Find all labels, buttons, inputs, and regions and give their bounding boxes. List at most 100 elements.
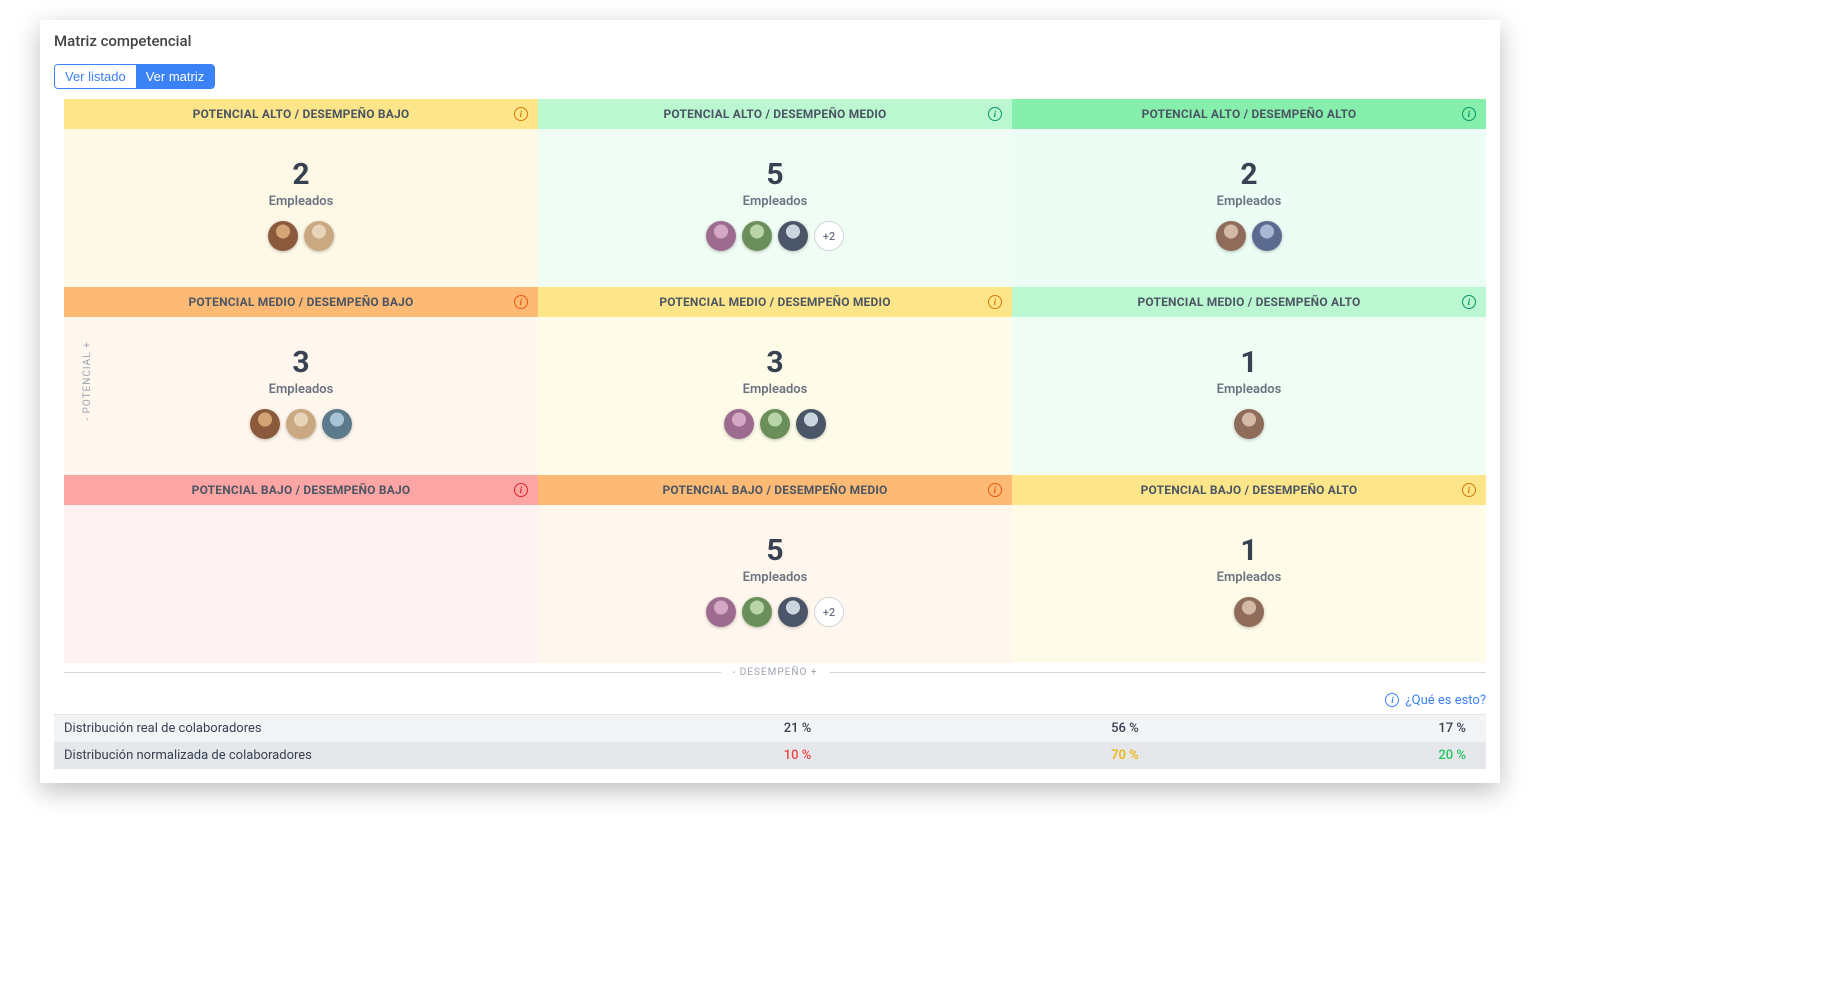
avatar[interactable] xyxy=(1216,221,1246,251)
dist-norm-col3: 20 % xyxy=(1149,748,1476,763)
avatar[interactable] xyxy=(742,221,772,251)
employee-count: 5 xyxy=(766,533,783,568)
employee-count: 2 xyxy=(1240,157,1257,192)
cell-body: 3 Empleados xyxy=(538,317,1012,475)
dist-real-label: Distribución real de colaboradores xyxy=(64,721,494,736)
info-icon[interactable]: i xyxy=(1462,295,1476,309)
cell-body: 5 Empleados +2 xyxy=(538,129,1012,287)
avatar-group xyxy=(268,221,334,251)
more-avatars-badge[interactable]: +2 xyxy=(814,597,844,627)
cell-body: 1 Empleados xyxy=(1012,317,1486,475)
employees-label: Empleados xyxy=(1217,194,1282,209)
avatar[interactable] xyxy=(706,597,736,627)
cell-body: 2 Empleados xyxy=(64,129,538,287)
employees-label: Empleados xyxy=(743,570,808,585)
help-link-label: ¿Qué es esto? xyxy=(1405,693,1486,708)
nine-box-matrix: POTENCIAL ALTO / DESEMPEÑO BAJOi 2 Emplead… xyxy=(64,99,1486,663)
avatar-group xyxy=(1216,221,1282,251)
avatar[interactable] xyxy=(1252,221,1282,251)
tab-ver-listado[interactable]: Ver listado xyxy=(55,65,136,88)
matrix-cell[interactable]: POTENCIAL ALTO / DESEMPEÑO ALTOi 2 Emplead… xyxy=(1012,99,1486,287)
avatar[interactable] xyxy=(778,597,808,627)
avatar[interactable] xyxy=(760,409,790,439)
matrix-cell[interactable]: POTENCIAL MEDIO / DESEMPEÑO ALTOi 1 Emplea… xyxy=(1012,287,1486,475)
matrix-cell[interactable]: POTENCIAL BAJO / DESEMPEÑO BAJOi xyxy=(64,475,538,663)
employee-count: 5 xyxy=(766,157,783,192)
x-axis: - DESEMPEÑO + xyxy=(54,667,1486,678)
dist-norm-label: Distribución normalizada de colaboradore… xyxy=(64,748,494,763)
x-axis-label: - DESEMPEÑO + xyxy=(721,667,830,678)
dist-norm-col2: 70 % xyxy=(821,748,1148,763)
dist-real-col2: 56 % xyxy=(821,721,1148,736)
help-link[interactable]: i ¿Qué es esto? xyxy=(1385,693,1486,708)
cell-body: 2 Empleados xyxy=(1012,129,1486,287)
employee-count: 1 xyxy=(1240,345,1257,380)
employee-count: 3 xyxy=(292,345,309,380)
matrix-cell[interactable]: POTENCIAL ALTO / DESEMPEÑO MEDIOi 5 Emplea… xyxy=(538,99,1012,287)
info-icon[interactable]: i xyxy=(988,483,1002,497)
cell-header: POTENCIAL MEDIO / DESEMPEÑO MEDIOi xyxy=(538,287,1012,317)
more-avatars-badge[interactable]: +2 xyxy=(814,221,844,251)
avatar[interactable] xyxy=(706,221,736,251)
info-icon[interactable]: i xyxy=(988,107,1002,121)
avatar-group xyxy=(250,409,352,439)
cell-body: 1 Empleados xyxy=(1012,505,1486,663)
cell-header: POTENCIAL MEDIO / DESEMPEÑO ALTOi xyxy=(1012,287,1486,317)
info-icon[interactable]: i xyxy=(514,295,528,309)
dist-real-col1: 21 % xyxy=(494,721,821,736)
matrix-cell[interactable]: POTENCIAL MEDIO / DESEMPEÑO BAJOi3Emplea… xyxy=(64,287,538,475)
matrix-cell[interactable]: POTENCIAL MEDIO / DESEMPEÑO MEDIOi 3 Emple… xyxy=(538,287,1012,475)
cell-header: POTENCIAL MEDIO / DESEMPEÑO BAJOi xyxy=(64,287,538,317)
cell-header: POTENCIAL BAJO / DESEMPEÑO BAJOi xyxy=(64,475,538,505)
cell-header: POTENCIAL BAJO / DESEMPEÑO ALTOi xyxy=(1012,475,1486,505)
avatar[interactable] xyxy=(1234,597,1264,627)
employees-label: Empleados xyxy=(743,194,808,209)
distribution-table: Distribución real de colaboradores 21 % … xyxy=(54,714,1486,769)
cell-header: POTENCIAL ALTO / DESEMPEÑO MEDIOi xyxy=(538,99,1012,129)
avatar[interactable] xyxy=(778,221,808,251)
employees-label: Empleados xyxy=(1217,570,1282,585)
matrix-cell[interactable]: POTENCIAL BAJO / DESEMPEÑO MEDIOi 5 Emplea… xyxy=(538,475,1012,663)
cell-body: 5 Empleados +2 xyxy=(538,505,1012,663)
cell-header: POTENCIAL BAJO / DESEMPEÑO MEDIOi xyxy=(538,475,1012,505)
page-title: Matriz competencial xyxy=(54,32,1486,50)
avatar-group xyxy=(1234,409,1264,439)
matrix-cell[interactable]: POTENCIAL ALTO / DESEMPEÑO BAJOi 2 Emplead… xyxy=(64,99,538,287)
dist-norm-col1: 10 % xyxy=(494,748,821,763)
avatar[interactable] xyxy=(304,221,334,251)
cell-header: POTENCIAL ALTO / DESEMPEÑO BAJOi xyxy=(64,99,538,129)
avatar[interactable] xyxy=(1234,409,1264,439)
info-icon[interactable]: i xyxy=(514,483,528,497)
avatar-group: +2 xyxy=(706,221,844,251)
avatar[interactable] xyxy=(796,409,826,439)
avatar-group: +2 xyxy=(706,597,844,627)
cell-body xyxy=(64,505,538,663)
employee-count: 2 xyxy=(292,157,309,192)
avatar[interactable] xyxy=(322,409,352,439)
employee-count: 3 xyxy=(766,345,783,380)
matrix-cell[interactable]: POTENCIAL BAJO / DESEMPEÑO ALTOi 1 Emplead… xyxy=(1012,475,1486,663)
avatar[interactable] xyxy=(268,221,298,251)
info-icon[interactable]: i xyxy=(514,107,528,121)
employees-label: Empleados xyxy=(1217,382,1282,397)
info-icon: i xyxy=(1385,693,1399,707)
dist-row-real: Distribución real de colaboradores 21 % … xyxy=(54,715,1486,742)
info-icon[interactable]: i xyxy=(988,295,1002,309)
tab-ver-matriz[interactable]: Ver matriz xyxy=(136,65,215,88)
avatar[interactable] xyxy=(724,409,754,439)
info-icon[interactable]: i xyxy=(1462,107,1476,121)
employees-label: Empleados xyxy=(743,382,808,397)
dist-real-col3: 17 % xyxy=(1149,721,1476,736)
cell-body: 3Empleados xyxy=(64,317,538,475)
avatar-group xyxy=(724,409,826,439)
y-axis-label: - POTENCIAL + xyxy=(82,341,93,420)
view-tabs: Ver listado Ver matriz xyxy=(54,64,215,89)
dist-row-norm: Distribución normalizada de colaboradore… xyxy=(54,742,1486,769)
employees-label: Empleados xyxy=(269,194,334,209)
employee-count: 1 xyxy=(1240,533,1257,568)
cell-header: POTENCIAL ALTO / DESEMPEÑO ALTOi xyxy=(1012,99,1486,129)
avatar[interactable] xyxy=(286,409,316,439)
info-icon[interactable]: i xyxy=(1462,483,1476,497)
avatar[interactable] xyxy=(250,409,280,439)
avatar[interactable] xyxy=(742,597,772,627)
